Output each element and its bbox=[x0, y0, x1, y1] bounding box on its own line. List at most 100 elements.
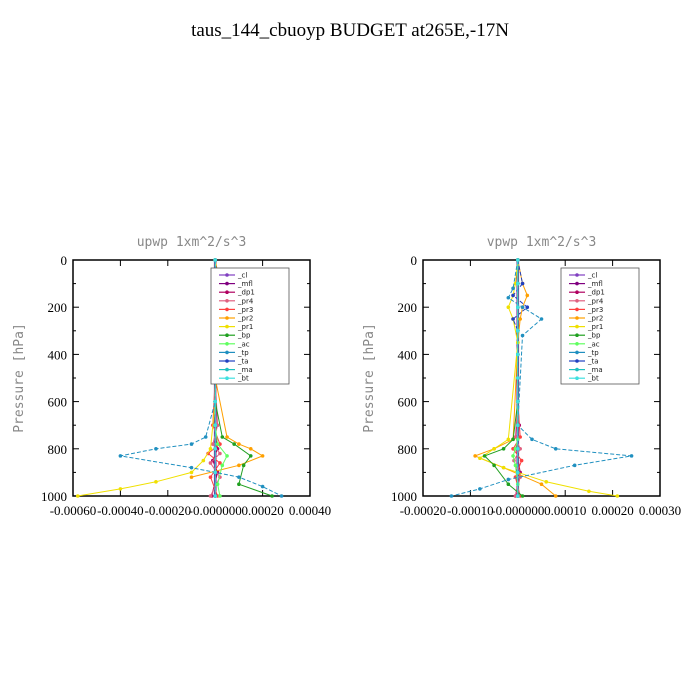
x-tick-label: -0.000000 bbox=[189, 503, 242, 518]
data-point-tp bbox=[189, 442, 194, 446]
data-point-pr3 bbox=[208, 475, 213, 479]
legend-marker-pr1 bbox=[575, 324, 579, 329]
data-point-tp bbox=[478, 487, 482, 491]
legend-label-cl: _cl bbox=[587, 272, 597, 280]
data-point-pr1 bbox=[615, 494, 620, 498]
legend-label-pr1: _pr1 bbox=[237, 323, 253, 331]
data-point-pr2 bbox=[553, 494, 558, 498]
legend-label-bt: _bt bbox=[237, 375, 249, 383]
data-point-ta bbox=[525, 305, 530, 310]
legend-marker-pr3 bbox=[575, 307, 579, 312]
data-point-pr4 bbox=[218, 451, 222, 456]
x-tick-label: -0.00040 bbox=[97, 503, 144, 518]
legend-label-dp1: _dp1 bbox=[237, 289, 255, 297]
data-point-pr1 bbox=[189, 470, 194, 475]
data-point-tp bbox=[506, 477, 511, 482]
data-point-pr2 bbox=[237, 463, 241, 468]
data-point-bt bbox=[213, 494, 217, 498]
y-tick-label: 1000 bbox=[391, 489, 417, 504]
data-point-pr2 bbox=[248, 447, 253, 451]
y-tick-label: 1000 bbox=[41, 489, 67, 504]
data-point-pr1 bbox=[544, 480, 549, 484]
data-point-bt bbox=[516, 281, 520, 286]
data-point-tp bbox=[189, 465, 194, 470]
y-tick-label: 0 bbox=[411, 253, 418, 268]
data-point-ac bbox=[218, 494, 222, 498]
data-point-pr1 bbox=[118, 487, 123, 491]
data-point-tp bbox=[520, 333, 525, 338]
y-tick-label: 800 bbox=[48, 442, 68, 457]
data-point-bt bbox=[516, 329, 520, 333]
data-point-pr4 bbox=[208, 461, 213, 465]
data-point-tp bbox=[449, 494, 454, 498]
page-title: taus_144_cbuoyp BUDGET at265E,-17N bbox=[191, 20, 509, 41]
data-point-ac bbox=[513, 463, 518, 468]
data-point-pr3 bbox=[218, 461, 222, 465]
legend-label-tp: _tp bbox=[237, 349, 249, 357]
legend-marker-pr3 bbox=[225, 307, 229, 312]
data-point-pr1 bbox=[208, 447, 213, 451]
legend-marker-bp bbox=[575, 333, 579, 338]
y-tick-label: 0 bbox=[61, 253, 68, 268]
legend-marker-ac bbox=[575, 342, 579, 346]
data-point-pr2 bbox=[518, 317, 522, 321]
legend-marker-dp1 bbox=[575, 290, 579, 295]
legend-label-cl: _cl bbox=[237, 272, 247, 280]
legend-label-pr3: _pr3 bbox=[587, 306, 603, 314]
y-tick-label: 200 bbox=[398, 300, 418, 315]
legend-marker-ma bbox=[225, 367, 229, 372]
x-tick-label: 0.00020 bbox=[591, 503, 633, 518]
legend-label-pr4: _pr4 bbox=[237, 297, 254, 305]
data-point-pr1 bbox=[201, 458, 206, 463]
legend-label-dp1: _dp1 bbox=[587, 289, 605, 297]
x-tick-label: -0.00010 bbox=[447, 503, 494, 518]
data-point-pr2 bbox=[473, 454, 477, 458]
x-tick-label: 0.00030 bbox=[639, 503, 681, 518]
data-point-bt bbox=[213, 470, 217, 475]
data-point-pr3 bbox=[518, 435, 522, 439]
data-point-ac bbox=[215, 482, 220, 487]
data-point-pr1 bbox=[506, 437, 511, 442]
data-point-tp bbox=[572, 463, 577, 468]
series-line-pr2 bbox=[473, 259, 557, 497]
data-point-bp bbox=[482, 454, 487, 458]
y-tick-label: 600 bbox=[398, 395, 418, 410]
data-point-tp bbox=[506, 295, 511, 300]
data-point-pr3 bbox=[519, 458, 524, 463]
x-tick-label: -0.00020 bbox=[400, 503, 447, 518]
data-point-pr1 bbox=[501, 465, 506, 470]
legend-marker-pr4 bbox=[225, 299, 229, 303]
legend-label-ma: _ma bbox=[237, 366, 253, 374]
legend-label-bt: _bt bbox=[587, 375, 599, 383]
data-point-tp bbox=[118, 454, 123, 458]
y-tick-label: 600 bbox=[48, 395, 68, 410]
series-line-pr1 bbox=[77, 259, 217, 497]
legend-marker-pr1 bbox=[225, 324, 229, 329]
data-point-tp bbox=[520, 305, 525, 310]
data-point-bp bbox=[511, 437, 515, 442]
y-tick-label: 400 bbox=[398, 347, 418, 362]
legend-marker-mfl bbox=[225, 281, 229, 286]
legend-label-pr1: _pr1 bbox=[587, 323, 603, 331]
legend-marker-tp bbox=[225, 350, 229, 355]
x-tick-label: 0.00020 bbox=[241, 503, 283, 518]
data-point-bp bbox=[501, 447, 506, 451]
legend-marker-bt bbox=[225, 376, 229, 381]
data-point-pr2 bbox=[237, 442, 241, 446]
legend-label-pr3: _pr3 bbox=[237, 306, 253, 314]
data-point-pr2 bbox=[225, 435, 229, 439]
legend-marker-pr2 bbox=[575, 316, 579, 320]
data-point-bt bbox=[213, 258, 217, 262]
data-point-pr4 bbox=[513, 435, 518, 439]
data-point-tp bbox=[260, 484, 265, 489]
data-point-bp bbox=[232, 442, 236, 446]
data-point-pr1 bbox=[478, 456, 482, 461]
data-point-tp bbox=[553, 447, 558, 451]
data-point-bp bbox=[520, 494, 525, 498]
legend-marker-bp bbox=[225, 333, 229, 338]
data-point-tp bbox=[154, 447, 158, 451]
data-point-bp bbox=[506, 482, 511, 487]
data-point-bp bbox=[241, 463, 246, 468]
legend-marker-ta bbox=[575, 359, 579, 363]
legend-label-bp: _bp bbox=[587, 332, 601, 340]
